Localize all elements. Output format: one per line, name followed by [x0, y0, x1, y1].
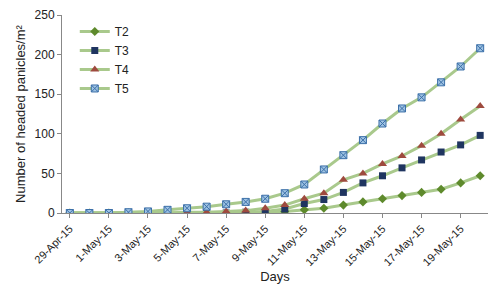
svg-text:5-May-15: 5-May-15	[151, 223, 192, 264]
svg-text:15-May-15: 15-May-15	[342, 223, 388, 269]
svg-text:0: 0	[48, 206, 55, 220]
svg-text:17-May-15: 17-May-15	[381, 223, 427, 269]
svg-text:19-May-15: 19-May-15	[420, 223, 466, 269]
svg-text:T3: T3	[115, 44, 129, 58]
svg-text:1-May-15: 1-May-15	[73, 223, 114, 264]
svg-text:Number of headed panicles/m²: Number of headed panicles/m²	[13, 24, 28, 202]
svg-text:T2: T2	[115, 25, 129, 39]
svg-text:T4: T4	[115, 63, 129, 77]
svg-text:150: 150	[35, 87, 55, 101]
svg-text:100: 100	[35, 127, 55, 141]
svg-text:Days: Days	[260, 269, 290, 284]
svg-text:9-May-15: 9-May-15	[229, 223, 270, 264]
svg-text:250: 250	[35, 8, 55, 22]
svg-text:29-Apr-15: 29-Apr-15	[32, 223, 75, 266]
svg-text:200: 200	[35, 48, 55, 62]
svg-text:T5: T5	[115, 82, 129, 96]
svg-text:50: 50	[41, 167, 55, 181]
svg-text:3-May-15: 3-May-15	[112, 223, 153, 264]
svg-text:7-May-15: 7-May-15	[190, 223, 231, 264]
svg-text:13-May-15: 13-May-15	[303, 223, 349, 269]
svg-text:11-May-15: 11-May-15	[265, 223, 310, 268]
